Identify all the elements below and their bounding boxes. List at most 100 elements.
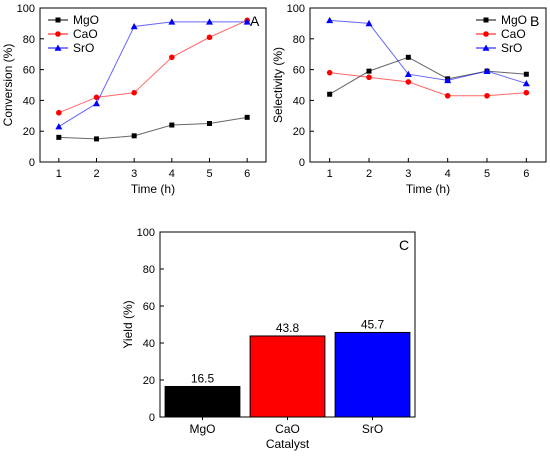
data-point-cao <box>326 69 333 76</box>
legend-label-cao: CaO <box>501 27 526 41</box>
bar-mgo <box>164 385 241 418</box>
data-point-mgo <box>169 122 175 128</box>
y-tick-label: 0 <box>149 412 155 424</box>
y-tick-label: 60 <box>143 301 155 313</box>
data-point-sro <box>365 19 373 27</box>
data-point-cao <box>131 89 137 96</box>
x-tick-label: 5 <box>206 168 212 180</box>
legend-marker <box>55 31 61 37</box>
y-tick-label: 40 <box>293 95 305 107</box>
data-point-mgo <box>131 133 137 139</box>
plot-frame <box>309 7 547 163</box>
data-point-cao <box>484 92 490 99</box>
x-tick-label: 2 <box>93 168 99 180</box>
legend-marker <box>483 17 489 23</box>
x-tick-label: 2 <box>366 168 372 180</box>
data-point-sro <box>55 123 63 130</box>
data-point-sro <box>130 22 138 30</box>
x-axis-label: Time (h) <box>406 182 450 196</box>
data-point-sro <box>206 18 213 25</box>
chart-panel-b: 0 20 40 60 80 100 Selectivity (%) B Time (h) 1 2 3 4… <box>271 3 547 196</box>
chart-panel-a: 0 20 40 60 80 100 Conversion (%) A Time (h) 1 2 3 4 5… <box>1 3 267 196</box>
y-tick-label: 80 <box>293 34 305 46</box>
legend-label-mgo: MgO <box>73 13 99 27</box>
y-axis-label: Yield (%) <box>121 300 135 348</box>
plot-frame <box>39 7 267 163</box>
data-point-mgo <box>366 68 372 74</box>
data-point-cao <box>523 89 530 96</box>
legend-marker <box>54 44 62 51</box>
y-tick-label: 100 <box>137 227 155 239</box>
x-tick-label: 1 <box>56 168 62 180</box>
x-tick-label: 1 <box>327 168 333 180</box>
data-point-sro <box>444 76 452 84</box>
x-tick-label: 6 <box>244 168 250 180</box>
x-tick-label: 4 <box>169 168 175 180</box>
data-point-cao <box>206 34 213 41</box>
data-point-cao <box>56 109 62 116</box>
data-point-sro <box>404 70 412 78</box>
y-axis-label: Selectivity (%) <box>271 47 285 123</box>
y-tick-label: 0 <box>29 157 35 169</box>
bar-value-label: 45.7 <box>361 317 385 331</box>
data-point-mgo <box>56 134 62 140</box>
x-tick-label: 3 <box>405 168 411 180</box>
x-tick-label: 5 <box>484 168 490 180</box>
data-point-mgo <box>523 71 529 77</box>
data-point-mgo <box>405 54 411 60</box>
y-tick-label: 40 <box>143 338 155 350</box>
x-tick-label: SrO <box>362 422 383 436</box>
bar-cao <box>249 335 326 418</box>
series-line-cao <box>58 19 248 114</box>
bar-sro <box>334 331 411 418</box>
series-line-mgo <box>58 116 248 140</box>
y-tick-label: 20 <box>23 126 35 138</box>
y-tick-label: 100 <box>287 3 305 15</box>
data-point-mgo <box>207 121 212 126</box>
data-point-mgo <box>94 136 99 142</box>
data-point-cao <box>405 79 412 85</box>
y-tick-label: 80 <box>143 264 155 276</box>
legend-label-sro: SrO <box>501 41 522 55</box>
data-point-mgo <box>327 91 333 97</box>
bar-value-label: 16.5 <box>191 371 215 385</box>
series-sro <box>55 18 251 130</box>
series-line-sro <box>329 19 527 84</box>
panel-letter: B <box>530 13 539 29</box>
legend-marker <box>482 44 490 51</box>
legend-label-cao: CaO <box>73 27 98 41</box>
x-tick-label: 4 <box>445 168 451 180</box>
x-axis-label: Time (h) <box>131 182 175 196</box>
series-line-mgo <box>329 56 527 95</box>
y-tick-label: 80 <box>23 34 35 46</box>
series-line-cao <box>329 72 527 97</box>
y-axis-label: Conversion (%) <box>1 44 15 127</box>
series-cao <box>326 69 530 99</box>
y-tick-label: 100 <box>17 3 35 15</box>
y-tick-label: 20 <box>143 375 155 387</box>
data-point-mgo <box>244 114 250 120</box>
y-tick-label: 0 <box>299 157 305 169</box>
data-point-cao <box>93 94 100 101</box>
data-point-cao <box>366 74 372 81</box>
chart-panel-c: 0 20 40 60 80 100 Yield (%) C Catalyst 16.5 MgO 43.… <box>121 227 416 451</box>
data-point-cao <box>169 54 175 61</box>
series-sro <box>326 16 530 87</box>
data-point-sro <box>326 16 334 24</box>
y-tick-label: 60 <box>23 65 35 77</box>
x-tick-label: MgO <box>189 422 215 436</box>
series-mgo <box>56 114 250 142</box>
x-tick-label: 6 <box>523 168 529 180</box>
y-tick-label: 40 <box>23 95 35 107</box>
bar-value-label: 43.8 <box>276 321 300 335</box>
x-tick-label: 3 <box>131 168 137 180</box>
data-point-sro <box>93 99 100 107</box>
x-axis-label: Catalyst <box>266 437 310 451</box>
data-point-sro <box>522 79 530 87</box>
legend-label-sro: SrO <box>73 41 94 55</box>
panel-letter: A <box>250 13 260 29</box>
legend-marker <box>55 17 61 23</box>
